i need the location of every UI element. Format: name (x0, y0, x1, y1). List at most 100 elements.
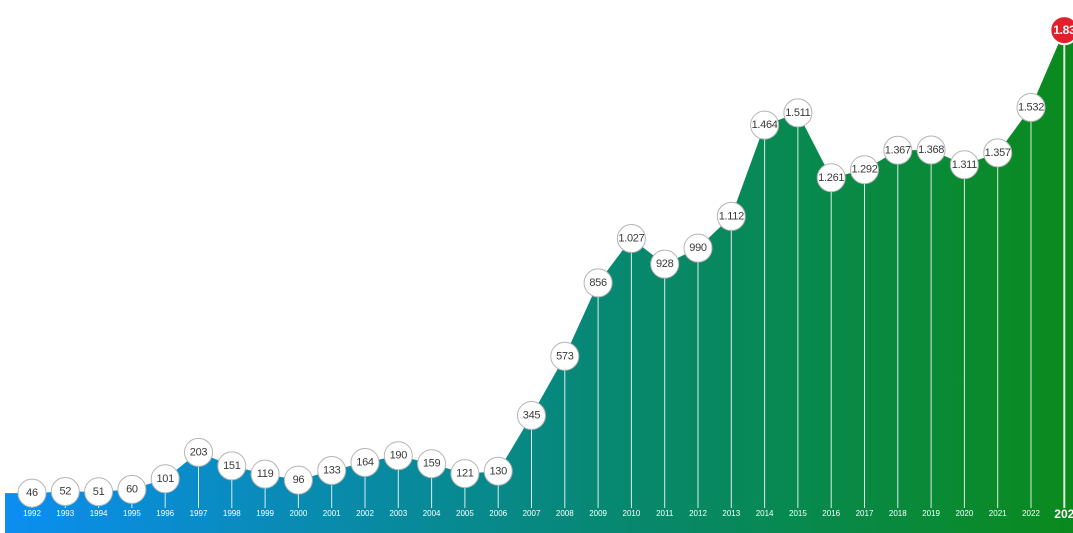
value-bubble-circle (783, 98, 813, 128)
data-label: 1.367 (885, 144, 911, 156)
value-bubble-circle (1016, 92, 1046, 122)
x-tick-label: 1998 (223, 509, 241, 518)
x-tick-label: 1993 (56, 509, 74, 518)
value-bubble-circle (84, 477, 114, 507)
x-tick-label: 1992 (23, 509, 41, 518)
x-tick-label: 2006 (489, 509, 507, 518)
x-tick-label: 2015 (789, 509, 807, 518)
value-bubble-circle (117, 474, 147, 504)
data-label: 203 (190, 446, 208, 458)
value-bubble: 133 (317, 455, 347, 485)
value-bubble: 151 (217, 451, 247, 481)
value-bubble: 856 (583, 268, 613, 298)
value-bubble: 573 (550, 341, 580, 371)
data-label: 130 (489, 465, 507, 477)
value-bubble-circle (283, 465, 313, 495)
x-tick-label: 2005 (456, 509, 474, 518)
x-tick-label: 1994 (90, 509, 108, 518)
value-bubble-circle (949, 150, 979, 180)
value-bubble: 1.532 (1016, 92, 1046, 122)
x-tick-label: 1995 (123, 509, 141, 518)
x-tick-label: 2010 (623, 509, 641, 518)
value-bubble-circle (716, 201, 746, 231)
x-tick-label: 2004 (423, 509, 441, 518)
x-tick-label: 2011 (656, 509, 674, 518)
drop-lines (31, 44, 1066, 508)
data-label: 1.464 (752, 119, 778, 131)
x-tick-label: 2013 (722, 509, 740, 518)
x-tick-label: 202 (1054, 507, 1073, 521)
data-label: 101 (156, 473, 174, 485)
data-label: 60 (126, 483, 138, 495)
x-axis-labels: 1992 1993 1994 1995 1996 1997 1998 1999 2000 2001… (23, 507, 1073, 521)
value-bubble: 1.367 (883, 135, 913, 165)
x-tick-label: 2002 (356, 509, 374, 518)
data-label: 119 (257, 468, 274, 480)
data-label: 1.357 (985, 147, 1011, 159)
value-bubble: 1.261 (816, 163, 846, 193)
x-tick-label: 2012 (689, 509, 707, 518)
value-bubble-circle (250, 459, 280, 489)
data-label: 1.311 (952, 159, 977, 171)
x-tick-label: 2021 (989, 509, 1007, 518)
value-bubble: 1.292 (850, 155, 879, 185)
value-bubble: 130 (483, 456, 513, 486)
value-bubble-circle (616, 223, 646, 253)
value-bubble-circle (150, 464, 180, 494)
data-label: 159 (423, 458, 441, 470)
value-bubble: 121 (450, 459, 480, 489)
data-label: 1.368 (918, 144, 944, 156)
data-label: 151 (223, 460, 241, 472)
value-bubble-circle (683, 233, 713, 263)
data-label: 96 (293, 474, 305, 486)
area-fill (5, 30, 1073, 533)
value-bubble: 164 (350, 447, 380, 477)
value-bubble-circle (750, 110, 780, 140)
value-bubble-circle (983, 138, 1013, 168)
x-tick-label: 2022 (1022, 509, 1040, 518)
data-label: 51 (93, 486, 105, 498)
x-tick-label: 2000 (290, 509, 308, 518)
x-tick-label: 2019 (922, 509, 940, 518)
x-tick-label: 2008 (556, 509, 574, 518)
value-bubble: 60 (117, 474, 147, 504)
x-tick-label: 2001 (323, 509, 341, 518)
value-bubble: 101 (150, 464, 180, 494)
x-tick-label: 2009 (589, 509, 607, 518)
x-tick-label: 2016 (822, 509, 840, 518)
value-bubble-circle (50, 477, 80, 507)
value-bubble: 928 (650, 249, 680, 279)
value-bubble-circle (583, 268, 613, 298)
value-bubble-circle (383, 441, 413, 471)
x-tick-label: 2020 (956, 509, 974, 518)
data-label: 190 (390, 450, 408, 462)
value-bubble: 119 (250, 459, 280, 489)
value-bubble: 159 (417, 449, 447, 479)
data-label: 1.83 (1053, 23, 1073, 37)
value-bubble-circle (417, 449, 447, 479)
value-bubble: 96 (283, 465, 313, 495)
value-bubble-circle (184, 437, 213, 467)
data-label: 133 (323, 464, 341, 476)
x-tick-label: 1999 (256, 509, 274, 518)
data-label: 928 (656, 258, 674, 270)
x-tick-label: 2014 (756, 509, 774, 518)
value-bubble: 1.311 (949, 150, 979, 180)
value-bubble-circle (883, 135, 913, 165)
x-tick-label: 2003 (389, 509, 407, 518)
data-label: 121 (456, 468, 474, 480)
value-bubble: 1.357 (983, 138, 1013, 168)
data-label: 46 (26, 487, 38, 499)
x-tick-label: 1996 (156, 509, 174, 518)
value-bubble: 46 (17, 478, 47, 508)
value-bubble: 1.112 (716, 201, 746, 231)
value-bubble-circle (217, 451, 247, 481)
value-bubble: 1.027 (616, 223, 646, 253)
data-label: 1.261 (818, 172, 844, 184)
highlight-value-bubble: 1.83 (1049, 15, 1073, 46)
value-bubble-circle (550, 341, 580, 371)
x-tick-label: 2017 (856, 509, 874, 518)
value-bubbles: 46 52 51 60 101 203 151 119 96 133 164 190 159 121 130… (17, 15, 1073, 508)
data-label: 1.112 (719, 210, 744, 222)
